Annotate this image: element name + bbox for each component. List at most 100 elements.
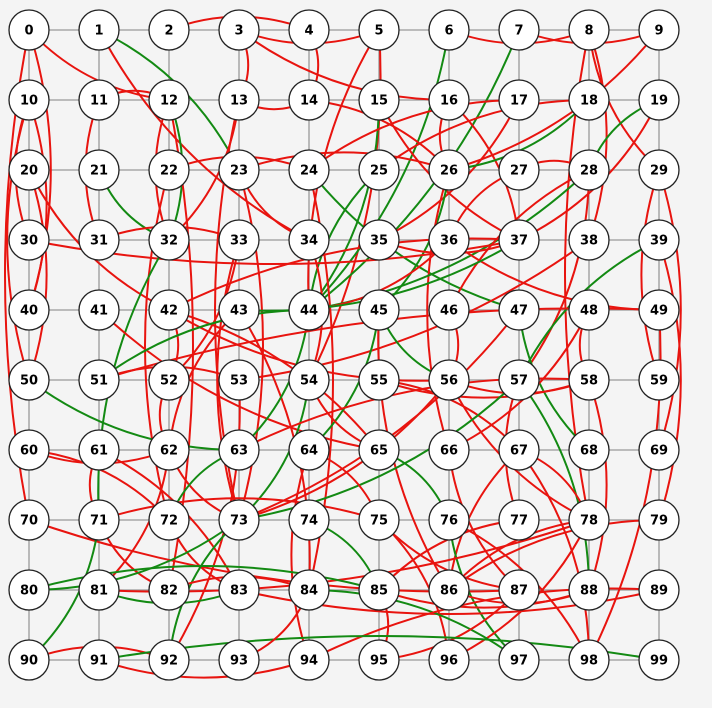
node-label: 36: [440, 234, 458, 249]
node-49: 49: [638, 289, 680, 331]
node-16: 16: [428, 79, 470, 121]
node-circle: [498, 79, 540, 121]
node-64: 64: [288, 429, 330, 471]
node-circle: [288, 429, 330, 471]
node-label: 88: [580, 584, 598, 599]
node-circle: [638, 359, 680, 401]
node-85: 85: [358, 569, 400, 611]
node-10: 10: [8, 79, 50, 121]
edge-red-5-54: [308, 29, 382, 381]
node-50: 50: [8, 359, 50, 401]
node-19: 19: [638, 79, 680, 121]
node-circle: [498, 499, 540, 541]
node-label: 0: [24, 24, 33, 39]
edge-red-28-57: [518, 169, 590, 381]
node-label: 46: [440, 304, 458, 319]
node-label: 91: [90, 654, 108, 669]
node-circle: [148, 359, 190, 401]
node-circle: [568, 639, 610, 681]
node-67: 67: [498, 429, 540, 471]
node-label: 28: [580, 164, 598, 179]
node-circle: [428, 79, 470, 121]
node-label: 84: [300, 584, 318, 599]
node-53: 53: [218, 359, 260, 401]
node-label: 11: [90, 94, 108, 109]
node-label: 48: [580, 304, 598, 319]
node-87: 87: [498, 569, 540, 611]
node-label: 77: [510, 514, 528, 529]
node-label: 83: [230, 584, 248, 599]
node-39: 39: [638, 219, 680, 261]
node-74: 74: [288, 499, 330, 541]
node-label: 65: [370, 444, 388, 459]
node-label: 85: [370, 584, 388, 599]
edge-red-64-94: [290, 449, 310, 661]
edge-green-44-51: [98, 309, 310, 381]
node-label: 78: [580, 514, 598, 529]
node-57: 57: [498, 359, 540, 401]
node-26: 26: [428, 149, 470, 191]
node-circle: [638, 79, 680, 121]
node-95: 95: [358, 639, 400, 681]
node-label: 41: [90, 304, 108, 319]
node-circle: [498, 289, 540, 331]
node-label: 4: [304, 24, 313, 39]
node-43: 43: [218, 289, 260, 331]
node-label: 71: [90, 514, 108, 529]
node-circle: [428, 289, 470, 331]
node-circle: [498, 639, 540, 681]
node-circle: [218, 219, 260, 261]
edge-red-56-73: [238, 379, 450, 521]
node-11: 11: [78, 79, 120, 121]
node-label: 49: [650, 304, 668, 319]
node-circle: [148, 499, 190, 541]
node-circle: [148, 219, 190, 261]
node-36: 36: [428, 219, 470, 261]
node-circle: [78, 219, 120, 261]
node-48: 48: [568, 289, 610, 331]
node-93: 93: [218, 639, 260, 681]
node-label: 63: [230, 444, 248, 459]
node-66: 66: [428, 429, 470, 471]
node-58: 58: [568, 359, 610, 401]
edge-red-49-98: [588, 309, 662, 661]
node-42: 42: [148, 289, 190, 331]
node-73: 73: [218, 499, 260, 541]
node-label: 99: [650, 654, 668, 669]
node-84: 84: [288, 569, 330, 611]
node-circle: [428, 219, 470, 261]
node-circle: [638, 219, 680, 261]
node-label: 95: [370, 654, 388, 669]
node-label: 26: [440, 164, 458, 179]
node-76: 76: [428, 499, 470, 541]
node-label: 12: [160, 94, 178, 109]
node-label: 97: [510, 654, 528, 669]
edge-red-23-26: [238, 151, 450, 171]
edge-red-67-98: [518, 449, 590, 661]
node-circle: [288, 499, 330, 541]
node-label: 3: [234, 24, 243, 39]
node-circle: [428, 499, 470, 541]
node-label: 24: [300, 164, 318, 179]
edge-green-6-44: [308, 29, 450, 311]
edge-green-57-88: [518, 379, 590, 591]
node-circle: [498, 569, 540, 611]
node-47: 47: [498, 289, 540, 331]
node-circle: [78, 79, 120, 121]
edge-red-41-65: [98, 309, 380, 451]
edge-red-23-73: [238, 169, 264, 521]
node-0: 0: [8, 9, 50, 51]
node-circle: [358, 149, 400, 191]
node-78: 78: [568, 499, 610, 541]
node-circle: [78, 289, 120, 331]
node-circle: [638, 149, 680, 191]
node-circle: [288, 289, 330, 331]
node-label: 98: [580, 654, 598, 669]
node-label: 68: [580, 444, 598, 459]
node-44: 44: [288, 289, 330, 331]
node-label: 64: [300, 444, 318, 459]
node-label: 67: [510, 444, 528, 459]
node-circle: [498, 429, 540, 471]
